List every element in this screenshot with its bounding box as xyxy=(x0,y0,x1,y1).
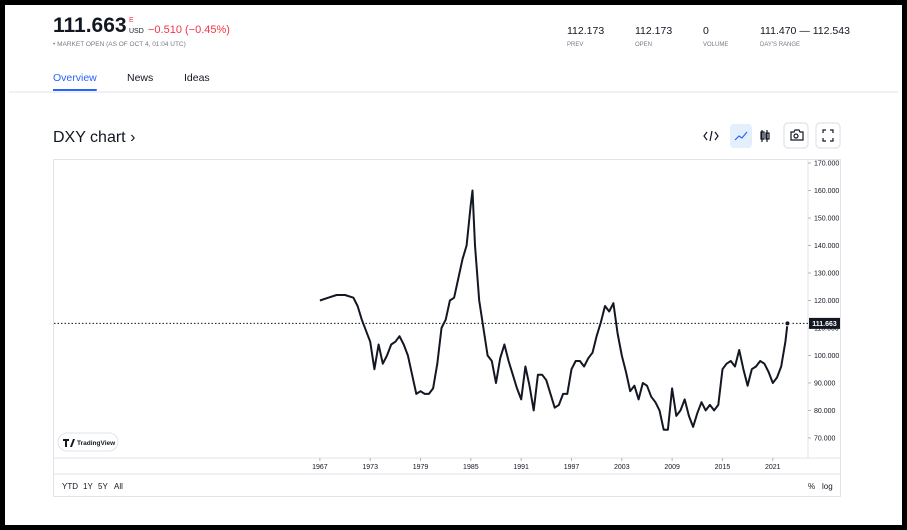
tab[interactable]: News xyxy=(127,72,153,84)
last-value-badge xyxy=(809,317,840,329)
tab[interactable]: Ideas xyxy=(184,72,210,84)
tabs: Overview News Ideas xyxy=(53,72,210,91)
chart-frame xyxy=(53,159,841,497)
line-style-button[interactable] xyxy=(730,124,752,148)
y-tick-label: 140.000 xyxy=(814,243,839,250)
x-tick-label: 1973 xyxy=(362,464,378,471)
range-bar: YTD 1Y 5Y All% log xyxy=(62,482,833,491)
x-tick-label: 2009 xyxy=(664,464,680,471)
watermark-badge xyxy=(57,432,119,452)
y-tick-label: 80.000 xyxy=(814,408,836,415)
x-tick-label: 1979 xyxy=(413,464,429,471)
y-tick-label: 100.000 xyxy=(814,353,839,360)
tab-underline xyxy=(53,89,97,91)
x-tick-label: 2003 xyxy=(614,464,630,471)
camera-icon xyxy=(790,129,804,141)
candle-button[interactable] xyxy=(760,130,770,142)
scale-option[interactable]: % xyxy=(808,482,815,491)
price-change: −0.510 (−0.45%) xyxy=(148,24,230,36)
x-tick-label: 1967 xyxy=(312,464,328,471)
stat-label: PREV xyxy=(567,42,583,48)
range-button[interactable]: 5Y xyxy=(98,482,108,491)
y-tick-label: 170.000 xyxy=(814,161,839,168)
stat-value: 112.173 xyxy=(635,25,672,37)
stat-value: 111.470 — 112.543 xyxy=(760,25,850,37)
y-tick-label: 120.000 xyxy=(814,298,839,305)
x-tick-label: 2015 xyxy=(715,464,731,471)
y-tick-label: 70.000 xyxy=(814,435,836,442)
x-tick-label: 1997 xyxy=(564,464,580,471)
y-tick-label: 130.000 xyxy=(814,270,839,277)
toolbar xyxy=(703,122,841,149)
line-icon xyxy=(734,131,748,141)
stats: 112.173 PREV 112.173 OPEN 0 VOLUME 111.470 — 1… xyxy=(567,25,850,48)
price-line xyxy=(319,189,789,431)
price: 111.663 xyxy=(53,14,127,37)
plot: 70.000 80.000 90.000 100.000 110.000 120.000 1… xyxy=(54,161,840,471)
watermark-logo xyxy=(63,439,75,447)
snapshot-button[interactable] xyxy=(783,122,809,149)
range-button[interactable]: 1Y xyxy=(83,482,93,491)
section-title[interactable]: DXY chart › xyxy=(53,129,135,146)
watermark: TradingView xyxy=(77,440,116,447)
range-button[interactable]: All xyxy=(114,482,123,491)
camera-lens xyxy=(793,133,799,139)
embed-button[interactable] xyxy=(703,130,719,142)
y-tick-label: 150.000 xyxy=(814,216,839,223)
exchange-flag: E xyxy=(129,17,134,24)
stat-label: VOLUME xyxy=(703,42,728,48)
y-tick-label: 160.000 xyxy=(814,188,839,195)
last-point xyxy=(784,320,791,327)
stat-label: OPEN xyxy=(635,42,652,48)
currency: USD xyxy=(129,28,144,35)
stat-label: DAY'S RANGE xyxy=(760,42,800,48)
stat-value: 112.173 xyxy=(567,25,604,37)
range-button[interactable]: YTD xyxy=(62,482,78,491)
x-tick-label: 1991 xyxy=(513,464,529,471)
stat-value: 0 xyxy=(703,25,709,37)
market-status: • MARKET OPEN (AS OF OCT 4, 01:04 UTC) xyxy=(53,41,186,48)
y-tick-label: 110.000 xyxy=(814,325,839,332)
tab[interactable]: Overview xyxy=(53,72,97,84)
x-tick-label: 2021 xyxy=(765,464,781,471)
fullscreen-button[interactable] xyxy=(815,122,841,149)
y-tick-label: 90.000 xyxy=(814,380,836,387)
scale-option[interactable]: log xyxy=(822,482,833,491)
x-tick-label: 1985 xyxy=(463,464,479,471)
last-value-label: 111.663 xyxy=(812,321,837,328)
fullscreen-icon xyxy=(822,129,834,142)
